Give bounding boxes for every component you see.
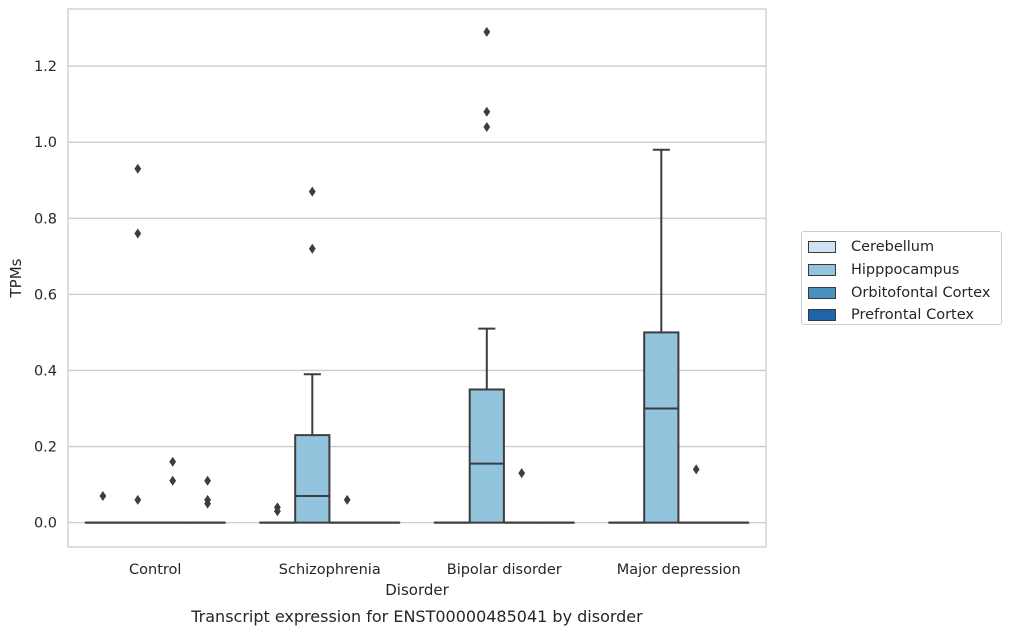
x-tick-label: Major depression	[617, 562, 741, 578]
y-tick-label: 0.4	[34, 363, 57, 379]
box-hipppocampus	[468, 388, 505, 524]
legend-item-prefrontal-cortex: Prefrontal Cortex	[808, 304, 995, 327]
x-axis-label: Disorder	[385, 581, 449, 599]
legend-label-cerebellum: Cerebellum	[851, 239, 935, 256]
legend-item-hippocampus: Hipppocampus	[808, 259, 995, 282]
outlier-point-orbitofontal-cortex	[169, 475, 177, 486]
y-axis-ticks: 0.0 0.2 0.4 0.6 0.8 1.0 1.2	[34, 59, 57, 532]
outlier-point-hipppocampus	[134, 163, 142, 174]
legend-label-orbitofrontal-cortex: Orbitofontal Cortex	[851, 284, 991, 301]
legend-swatch-prefrontal-cortex	[808, 309, 836, 322]
chart-title: Transcript expression for ENST0000048504…	[190, 607, 643, 626]
plot-area-frame	[67, 8, 767, 548]
x-tick-label: Control	[129, 562, 181, 578]
grid-lines	[68, 65, 766, 524]
y-tick-label: 0.8	[34, 211, 57, 227]
legend-item-cerebellum: Cerebellum	[808, 236, 995, 259]
outlier-point-hipppocampus	[308, 243, 316, 254]
legend: Cerebellum Hipppocampus Orbitofontal Cor…	[801, 231, 1002, 325]
outlier-point-orbitofontal-cortex	[692, 464, 700, 475]
outlier-marks	[99, 26, 700, 517]
outlier-point-prefrontal-cortex	[204, 498, 211, 509]
y-tick-label: 0.6	[34, 287, 57, 303]
outlier-point-hipppocampus	[483, 121, 491, 132]
y-tick-label: 0.0	[34, 516, 57, 532]
box-hipppocampus	[643, 331, 680, 524]
legend-label-hippocampus: Hipppocampus	[851, 262, 960, 279]
outlier-point-cerebellum	[274, 506, 281, 517]
outlier-point-hipppocampus	[134, 228, 142, 239]
y-tick-label: 1.0	[34, 135, 57, 151]
legend-swatch-hippocampus	[808, 264, 836, 277]
outlier-point-prefrontal-cortex	[204, 475, 211, 486]
y-axis-label: TPMs	[7, 258, 25, 298]
x-axis-ticks: Control Schizophrenia Bipolar disorder Majo…	[129, 562, 741, 578]
legend-swatch-cerebellum	[808, 241, 836, 254]
legend-label-prefrontal-cortex: Prefrontal Cortex	[851, 307, 974, 324]
legend-swatch-orbitofrontal-cortex	[808, 286, 836, 299]
outlier-point-orbitofontal-cortex	[343, 494, 351, 505]
outlier-point-cerebellum	[99, 491, 107, 502]
outlier-point-hipppocampus	[483, 26, 491, 37]
outlier-point-orbitofontal-cortex	[169, 456, 177, 467]
box-marks	[84, 148, 750, 524]
outlier-point-hipppocampus	[308, 186, 316, 197]
y-tick-label: 1.2	[34, 59, 57, 75]
outlier-point-hipppocampus	[134, 494, 142, 505]
outlier-point-hipppocampus	[483, 106, 491, 117]
x-tick-label: Schizophrenia	[279, 562, 381, 578]
outlier-point-orbitofontal-cortex	[518, 468, 526, 479]
y-tick-label: 0.2	[34, 440, 57, 456]
legend-item-orbitofrontal-cortex: Orbitofontal Cortex	[808, 281, 995, 304]
x-tick-label: Bipolar disorder	[447, 562, 562, 578]
box-hipppocampus	[294, 434, 331, 524]
